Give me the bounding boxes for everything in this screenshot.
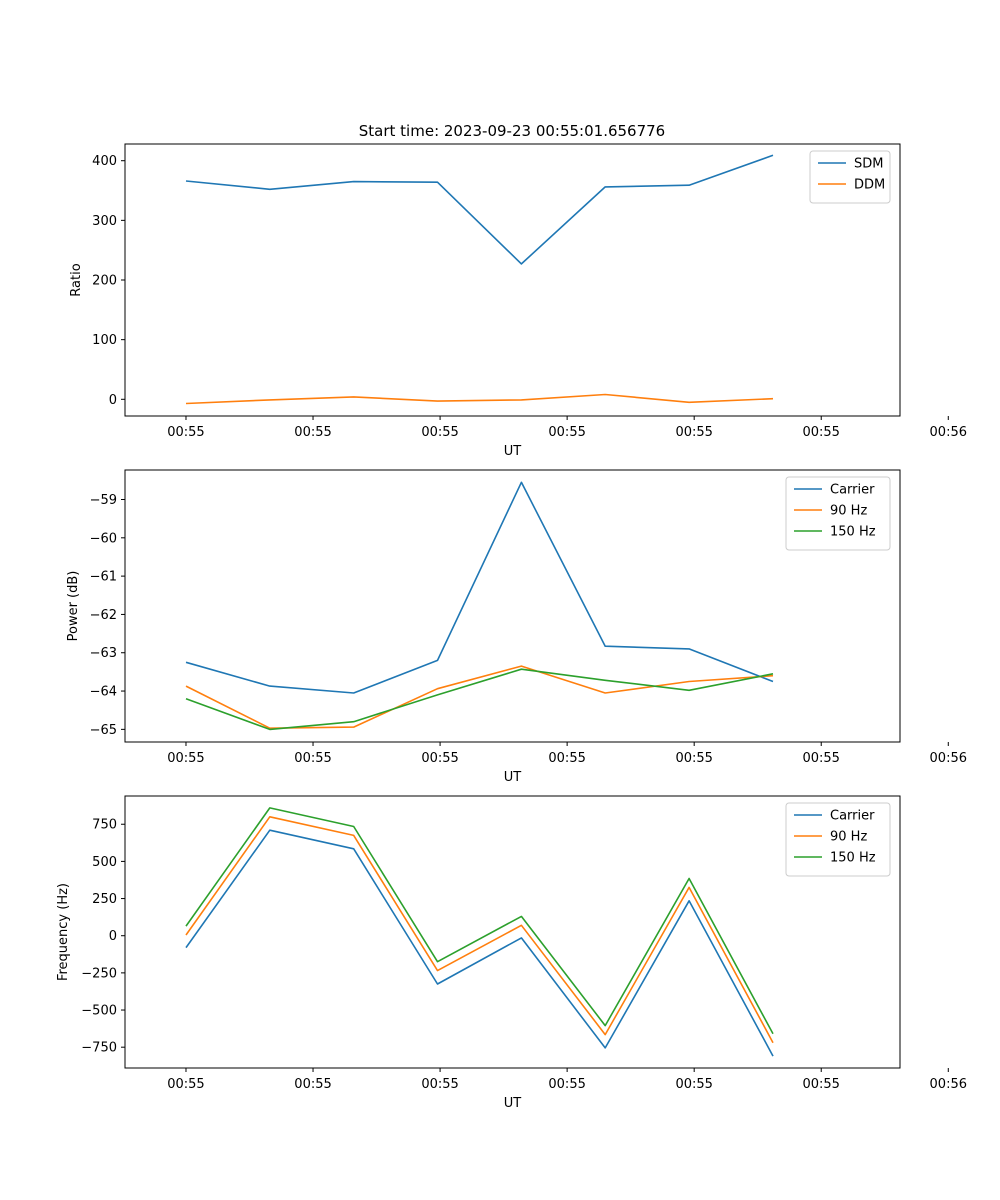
power-x-tick-label: 00:55 bbox=[548, 751, 585, 766]
ratio-x-tick-label: 00:55 bbox=[548, 425, 585, 440]
ratio-panel: 00:55 00:55 00:55 00:55 00:55 00:55 00:56 0 100 2… bbox=[69, 143, 967, 459]
power-x-tick-label: 00:55 bbox=[675, 751, 712, 766]
power-y-axis-label: Power (dB) bbox=[66, 571, 81, 642]
frequency-x-tick-label: 00:55 bbox=[167, 1077, 204, 1092]
ratio-x-tick-label: 00:55 bbox=[421, 425, 458, 440]
ratio-x-tick-label: 00:55 bbox=[167, 425, 204, 440]
frequency-y-axis-label: Frequency (Hz) bbox=[56, 883, 71, 981]
power-series-150-hz-line bbox=[185, 668, 774, 731]
ratio-x-tick-label: 00:55 bbox=[802, 425, 839, 440]
ratio-x-tick-label: 00:55 bbox=[294, 425, 331, 440]
frequency-series-90-hz-line bbox=[185, 815, 774, 1044]
frequency-y-tick-label: 0 bbox=[109, 929, 117, 944]
ratio-x-tick-label: 00:56 bbox=[930, 425, 967, 440]
ratio-y-tick-label: 200 bbox=[92, 274, 117, 289]
frequency-x-tick-label: 00:55 bbox=[421, 1077, 458, 1092]
frequency-series-carrier-line bbox=[185, 829, 774, 1057]
frequency-series-150-hz-line bbox=[185, 807, 774, 1035]
ratio-legend-label: DDM bbox=[854, 178, 885, 193]
power-y-tick-label: −63 bbox=[90, 646, 117, 661]
frequency-y-tick-label: −500 bbox=[81, 1004, 117, 1019]
ratio-legend: SDM DDM bbox=[809, 150, 891, 204]
ratio-y-tick-label: 400 bbox=[92, 154, 117, 169]
ratio-x-axis-label: UT bbox=[504, 444, 522, 459]
frequency-legend-label: Carrier bbox=[830, 809, 875, 824]
frequency-y-tick-label: −750 bbox=[81, 1041, 117, 1056]
power-legend: Carrier 90 Hz 150 Hz bbox=[785, 476, 891, 551]
power-x-tick-label: 00:55 bbox=[294, 751, 331, 766]
frequency-x-axis-label: UT bbox=[504, 1096, 522, 1111]
power-y-tick-label: −59 bbox=[90, 493, 117, 508]
ratio-y-tick-label: 0 bbox=[109, 393, 117, 408]
power-plot-frame bbox=[124, 469, 901, 743]
power-x-tick-label: 00:55 bbox=[802, 751, 839, 766]
frequency-y-tick-label: 750 bbox=[92, 818, 117, 833]
frequency-x-tick-label: 00:56 bbox=[930, 1077, 967, 1092]
power-y-tick-label: −64 bbox=[90, 685, 117, 700]
ratio-legend-frame bbox=[809, 150, 891, 204]
power-y-tick-label: −65 bbox=[90, 723, 117, 738]
power-series-carrier-line bbox=[185, 481, 774, 694]
ratio-y-tick-label: 100 bbox=[92, 333, 117, 348]
ratio-series-sdm-line bbox=[185, 154, 774, 265]
power-y-tick-label: −61 bbox=[90, 570, 117, 585]
power-x-tick-label: 00:55 bbox=[421, 751, 458, 766]
ratio-y-axis-label: Ratio bbox=[69, 263, 84, 296]
power-y-tick-label: −62 bbox=[90, 608, 117, 623]
ratio-legend-label: SDM bbox=[854, 157, 883, 172]
frequency-legend-label: 150 Hz bbox=[830, 851, 876, 866]
frequency-y-tick-label: 500 bbox=[92, 855, 117, 870]
power-legend-label: 150 Hz bbox=[830, 525, 876, 540]
chart-title: Start time: 2023-09-23 00:55:01.656776 bbox=[359, 122, 665, 140]
frequency-x-tick-label: 00:55 bbox=[675, 1077, 712, 1092]
power-x-tick-label: 00:56 bbox=[930, 751, 967, 766]
frequency-x-tick-label: 00:55 bbox=[548, 1077, 585, 1092]
frequency-y-tick-label: 250 bbox=[92, 892, 117, 907]
frequency-legend-label: 90 Hz bbox=[830, 830, 867, 845]
frequency-panel: 00:55 00:55 00:55 00:55 00:55 00:55 00:56 −750 −… bbox=[56, 795, 967, 1111]
ratio-series-ddm-line bbox=[185, 393, 774, 405]
power-x-axis-label: UT bbox=[504, 770, 522, 785]
ratio-y-tick-label: 300 bbox=[92, 214, 117, 229]
power-legend-label: Carrier bbox=[830, 483, 875, 498]
power-panel: 00:55 00:55 00:55 00:55 00:55 00:55 00:56 −65 −6… bbox=[66, 469, 967, 785]
frequency-x-tick-label: 00:55 bbox=[802, 1077, 839, 1092]
frequency-legend: Carrier 90 Hz 150 Hz bbox=[785, 802, 891, 877]
frequency-x-tick-label: 00:55 bbox=[294, 1077, 331, 1092]
power-legend-label: 90 Hz bbox=[830, 504, 867, 519]
ratio-x-tick-label: 00:55 bbox=[675, 425, 712, 440]
ratio-plot-frame bbox=[124, 143, 901, 417]
power-series-90-hz-line bbox=[185, 665, 774, 730]
frequency-plot-frame bbox=[124, 795, 901, 1069]
power-y-tick-label: −60 bbox=[90, 531, 117, 546]
power-x-tick-label: 00:55 bbox=[167, 751, 204, 766]
frequency-y-tick-label: −250 bbox=[81, 966, 117, 981]
